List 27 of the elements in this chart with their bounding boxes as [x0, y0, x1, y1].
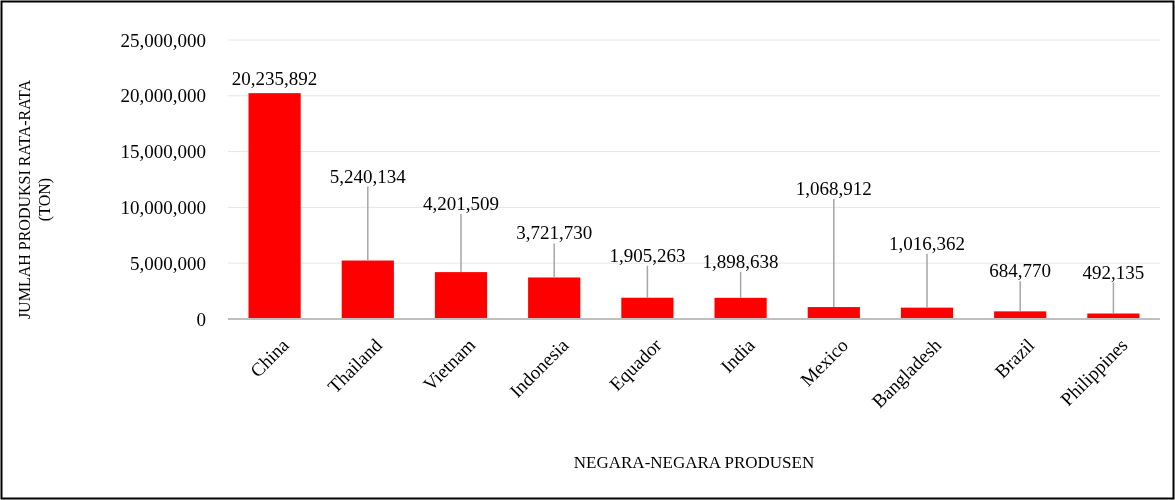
- data-label: 3,721,730: [516, 222, 593, 244]
- x-axis-title: NEGARA-NEGARA PRODUSEN: [573, 453, 815, 472]
- bar: [621, 297, 674, 319]
- data-label: 20,235,892: [231, 68, 318, 90]
- data-label: 4,201,509: [423, 193, 499, 215]
- bar: [994, 311, 1047, 319]
- bar: [248, 93, 301, 319]
- bar: [528, 277, 581, 319]
- y-tick-label: 5,000,000: [130, 252, 206, 274]
- bar: [341, 260, 394, 319]
- y-tick-label: 0: [196, 308, 206, 330]
- y-tick-label: 25,000,000: [120, 29, 206, 51]
- data-label: 1,068,912: [795, 178, 872, 200]
- data-label: 5,240,134: [329, 165, 407, 187]
- data-label: 1,016,362: [889, 232, 965, 254]
- data-label: 492,135: [1082, 261, 1145, 283]
- bar: [807, 307, 860, 319]
- bar: [714, 297, 767, 319]
- x-tick-label: India: [716, 333, 760, 377]
- bar: [434, 272, 488, 319]
- data-label: 1,905,263: [609, 244, 686, 266]
- y-tick-label: 20,000,000: [120, 85, 206, 107]
- data-label: 1,898,638: [702, 250, 779, 272]
- y-tick-label: 15,000,000: [120, 141, 206, 163]
- data-label: 684,770: [989, 260, 1052, 282]
- y-axis-title: JUMLAH PRODUKSI RATA-RATA (TON): [16, 79, 54, 320]
- y-tick-label: 10,000,000: [120, 197, 206, 219]
